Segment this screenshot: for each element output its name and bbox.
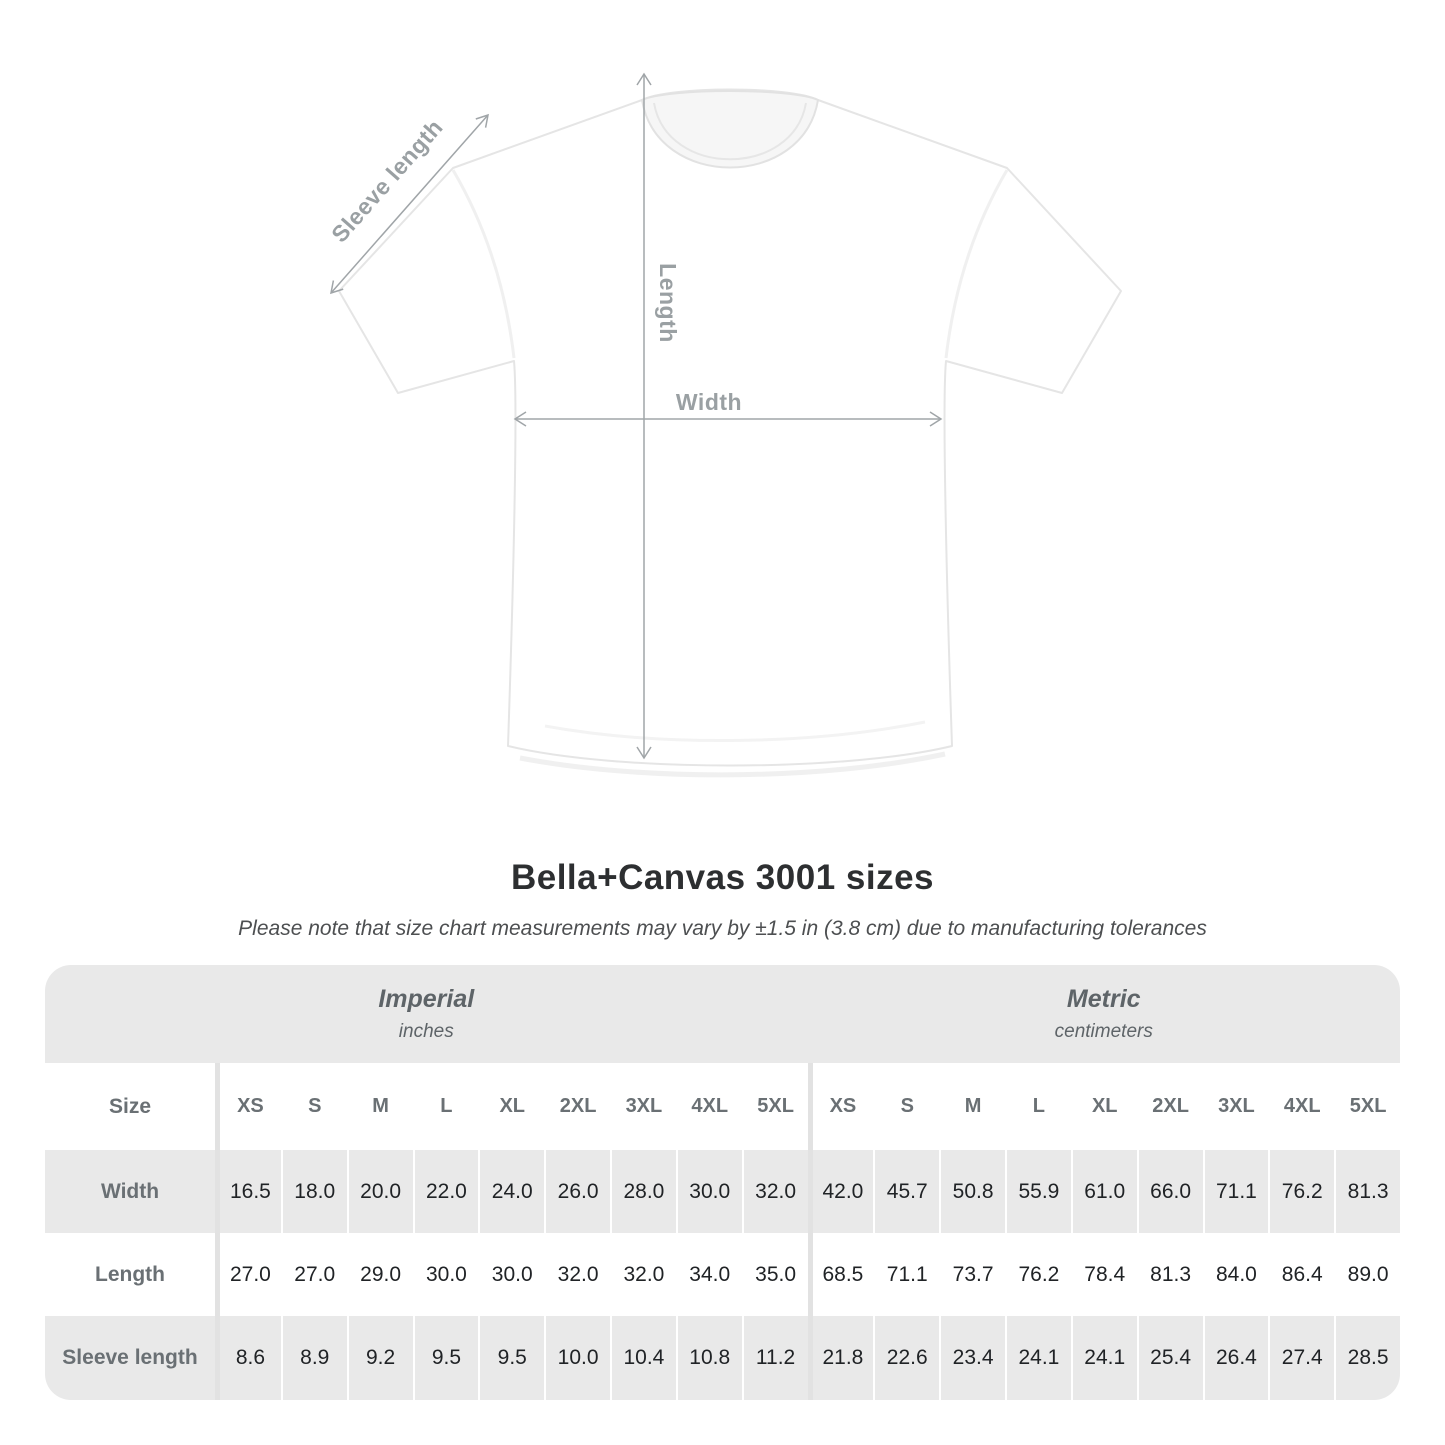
measure-value-cell: 30.0 <box>675 1150 742 1233</box>
size-header-cell: 3XL <box>610 1063 676 1150</box>
tshirt-image <box>338 88 1122 767</box>
measure-value-cell: 71.1 <box>873 1233 940 1316</box>
width-arrow <box>513 411 943 427</box>
measure-value-cell: 50.8 <box>939 1150 1005 1233</box>
width-label: Width <box>676 389 742 415</box>
measure-value-cell: 27.4 <box>1268 1316 1335 1400</box>
size-header-cell: 5XL <box>1334 1063 1400 1150</box>
measure-value-cell: 27.0 <box>215 1233 281 1316</box>
size-header-cell: S <box>280 1063 347 1150</box>
measure-value-cell: 81.3 <box>1334 1150 1400 1233</box>
measure-value-cell: 76.2 <box>1005 1233 1071 1316</box>
measure-value-cell: 30.0 <box>478 1233 545 1316</box>
tolerance-note: Please note that size chart measurements… <box>238 917 1207 940</box>
size-header-cell: 2XL <box>544 1063 610 1150</box>
measure-value-cell: 21.8 <box>807 1316 874 1400</box>
measure-value-cell: 10.4 <box>610 1316 676 1400</box>
measure-value-cell: 55.9 <box>1005 1150 1071 1233</box>
imperial-section-header: Imperial inches <box>45 965 808 1063</box>
collar-ribbing <box>653 102 807 161</box>
measure-value-cell: 35.0 <box>741 1233 808 1316</box>
right-sleeve-seam <box>944 169 1009 359</box>
measure-value-cell: 28.5 <box>1334 1316 1400 1400</box>
measure-value-cell: 68.5 <box>807 1233 874 1316</box>
measure-value-cell: 10.8 <box>675 1316 742 1400</box>
page-title: Bella+Canvas 3001 sizes <box>510 858 935 897</box>
measure-value-cell: 25.4 <box>1136 1316 1203 1400</box>
measure-value-cell: 45.7 <box>873 1150 940 1233</box>
length-arrow <box>636 72 652 760</box>
measure-value-cell: 78.4 <box>1070 1233 1137 1316</box>
measure-value-cell: 24.1 <box>1070 1316 1137 1400</box>
measure-value-cell: 28.0 <box>610 1150 676 1233</box>
measure-value-cell: 22.6 <box>873 1316 940 1400</box>
measure-row-label: Length <box>45 1233 215 1316</box>
size-header-cell: M <box>939 1063 1005 1150</box>
measure-row-label: Width <box>45 1150 215 1233</box>
measure-value-cell: 16.5 <box>215 1150 281 1233</box>
measure-value-cell: 9.5 <box>412 1316 479 1400</box>
size-header-cell: XL <box>478 1063 545 1150</box>
measure-value-cell: 26.4 <box>1202 1316 1269 1400</box>
measure-value-cell: 9.5 <box>478 1316 545 1400</box>
size-header-cell: S <box>873 1063 940 1150</box>
measure-value-cell: 30.0 <box>412 1233 479 1316</box>
measure-value-cell: 73.7 <box>939 1233 1005 1316</box>
measure-value-cell: 84.0 <box>1202 1233 1269 1316</box>
measure-value-cell: 24.0 <box>478 1150 545 1233</box>
measure-row-label: Sleeve length <box>45 1316 215 1400</box>
measure-value-cell: 81.3 <box>1136 1233 1203 1316</box>
sleeve-arrow <box>330 113 489 295</box>
measure-value-cell: 27.0 <box>280 1233 347 1316</box>
size-header-cell: L <box>412 1063 479 1150</box>
measure-value-cell: 61.0 <box>1070 1150 1137 1233</box>
size-header-cell: XL <box>1070 1063 1137 1150</box>
measure-value-cell: 9.2 <box>346 1316 413 1400</box>
measure-value-cell: 11.2 <box>741 1316 808 1400</box>
measure-value-cell: 32.0 <box>741 1150 808 1233</box>
measure-value-cell: 34.0 <box>675 1233 742 1316</box>
metric-label: Metric <box>1066 985 1141 1013</box>
size-header-cell: XS <box>807 1063 874 1150</box>
hem-shadow <box>519 751 946 778</box>
size-chart-table: Imperial inches Metric centimeters Size X… <box>45 965 1400 1400</box>
length-label: Length <box>655 263 681 343</box>
measure-value-cell: 71.1 <box>1202 1150 1269 1233</box>
size-header-cell: 3XL <box>1202 1063 1269 1150</box>
size-header-cell: 4XL <box>1268 1063 1335 1150</box>
measure-value-cell: 32.0 <box>544 1233 610 1316</box>
size-header-cell: 5XL <box>741 1063 808 1150</box>
measure-value-cell: 32.0 <box>610 1233 676 1316</box>
measure-value-cell: 20.0 <box>346 1150 413 1233</box>
measure-value-cell: 8.9 <box>280 1316 347 1400</box>
size-header-cell: 4XL <box>675 1063 742 1150</box>
tshirt-diagram: Sleeve length Length Width <box>326 72 1122 778</box>
measure-value-cell: 23.4 <box>939 1316 1005 1400</box>
imperial-label: Imperial <box>378 985 475 1013</box>
size-header-cell: L <box>1005 1063 1071 1150</box>
measure-value-cell: 42.0 <box>807 1150 874 1233</box>
measure-value-cell: 22.0 <box>412 1150 479 1233</box>
measure-value-cell: 29.0 <box>346 1233 413 1316</box>
imperial-unit: inches <box>398 1021 454 1042</box>
measure-value-cell: 86.4 <box>1268 1233 1335 1316</box>
measure-value-cell: 89.0 <box>1334 1233 1400 1316</box>
measure-value-cell: 24.1 <box>1005 1316 1071 1400</box>
measure-value-cell: 18.0 <box>280 1150 347 1233</box>
metric-unit: centimeters <box>1054 1021 1153 1042</box>
left-sleeve-seam <box>451 169 516 359</box>
measure-value-cell: 26.0 <box>544 1150 610 1233</box>
metric-section-header: Metric centimeters <box>807 965 1400 1063</box>
measure-value-cell: 8.6 <box>215 1316 281 1400</box>
measure-value-cell: 66.0 <box>1136 1150 1203 1233</box>
measure-value-cell: 76.2 <box>1268 1150 1335 1233</box>
size-header-cell: 2XL <box>1136 1063 1203 1150</box>
size-header-cell: XS <box>215 1063 281 1150</box>
size-header-cell: M <box>346 1063 413 1150</box>
size-column-header: Size <box>45 1063 215 1150</box>
hem-wrinkle <box>544 720 926 742</box>
measure-value-cell: 10.0 <box>544 1316 610 1400</box>
